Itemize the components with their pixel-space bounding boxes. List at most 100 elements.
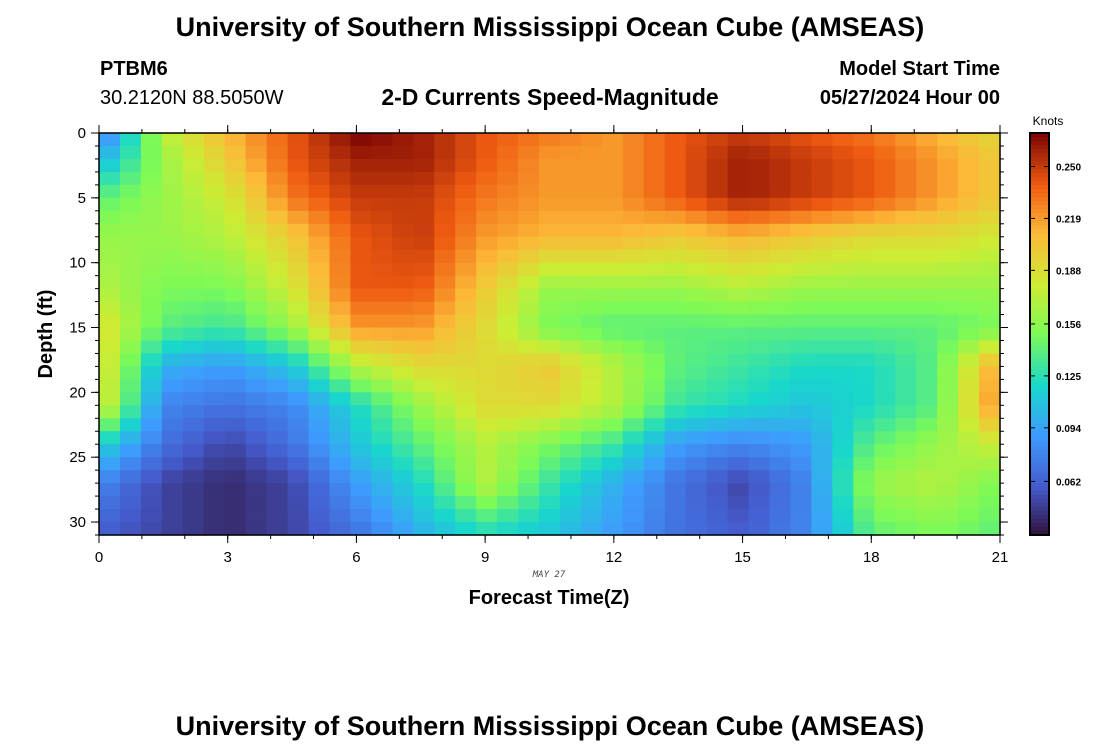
- heatmap-cell: [140, 275, 163, 290]
- heatmap-cell: [161, 249, 184, 264]
- heatmap-cell: [518, 457, 540, 471]
- heatmap-cell: [979, 444, 1001, 458]
- heatmap-cell: [266, 236, 289, 251]
- colorbar-segment: [1030, 526, 1049, 532]
- heatmap-cell: [224, 236, 247, 251]
- heatmap-cell: [937, 392, 959, 406]
- heatmap-cell: [392, 483, 414, 497]
- heatmap-cell: [790, 327, 813, 342]
- heatmap-cell: [601, 379, 624, 393]
- heatmap-cell: [622, 431, 645, 445]
- y-axis: 0 5 10 15 20 25 30: [69, 125, 1008, 536]
- heatmap-cell: [748, 184, 771, 199]
- heatmap-cell: [769, 509, 792, 523]
- heatmap-cell: [706, 470, 729, 484]
- heatmap-cell: [287, 392, 310, 406]
- heatmap-cell: [497, 379, 519, 393]
- heatmap-cell: [266, 327, 289, 342]
- heatmap-cell: [769, 392, 792, 406]
- heatmap-cell: [853, 496, 875, 510]
- heatmap-cell: [182, 496, 205, 510]
- heatmap-cell: [161, 158, 184, 173]
- heatmap-cell: [497, 145, 519, 160]
- heatmap-cell: [434, 405, 456, 419]
- heatmap-cell: [769, 327, 792, 342]
- heatmap-cell: [685, 288, 708, 303]
- heatmap-cell: [664, 262, 687, 277]
- heatmap-cell: [350, 366, 372, 380]
- heatmap-cell: [497, 184, 519, 199]
- heatmap-cell: [685, 392, 708, 406]
- heatmap-cell: [622, 197, 645, 212]
- heatmap-cell: [853, 197, 875, 212]
- heatmap-cell: [748, 197, 771, 212]
- y-tick-label: 10: [69, 255, 86, 272]
- heatmap-cell: [329, 392, 352, 406]
- y-tick-label: 0: [78, 125, 86, 142]
- heatmap-cell: [455, 392, 477, 406]
- heatmap-cell: [727, 314, 750, 329]
- heatmap-cell: [832, 210, 854, 225]
- heatmap-cell: [287, 158, 310, 173]
- heatmap-cell: [161, 171, 184, 186]
- colorbar-segment: [1030, 269, 1049, 275]
- heatmap-cell: [559, 210, 582, 225]
- heatmap-cell: [350, 288, 372, 303]
- heatmap-cell: [266, 145, 289, 160]
- heatmap-cell: [308, 158, 331, 173]
- heatmap-cell: [895, 210, 917, 225]
- colorbar-segment: [1030, 293, 1049, 299]
- heatmap-cell: [601, 496, 624, 510]
- heatmap-cell: [539, 133, 561, 147]
- heatmap-cell: [643, 366, 666, 380]
- heatmap-cell: [853, 314, 875, 329]
- heatmap-cell: [874, 366, 896, 380]
- heatmap-cell: [413, 483, 435, 497]
- heatmap-cell: [706, 223, 729, 238]
- heatmap-cell: [287, 340, 310, 355]
- heatmap-cell: [203, 262, 226, 277]
- heatmap-cell: [685, 483, 708, 497]
- heatmap-cell: [245, 262, 268, 277]
- heatmap-cell: [895, 314, 917, 329]
- heatmap-cell: [455, 327, 477, 342]
- heatmap-cell: [685, 431, 708, 445]
- heatmap-cell: [622, 418, 645, 432]
- colorbar-segment: [1030, 313, 1049, 319]
- heatmap-cell: [266, 496, 289, 510]
- heatmap-cell: [958, 509, 980, 523]
- station-location: 30.2120N 88.5050W: [100, 87, 284, 109]
- heatmap-cell: [643, 418, 666, 432]
- heatmap-cell: [580, 431, 603, 445]
- heatmap-cell: [497, 288, 519, 303]
- heatmap-cell: [559, 509, 582, 523]
- heatmap-cell: [224, 158, 247, 173]
- heatmap-cell: [350, 197, 372, 212]
- heatmap-cell: [580, 457, 603, 471]
- heatmap-cell: [497, 314, 519, 329]
- heatmap-cell: [99, 236, 121, 251]
- heatmap-cell: [685, 379, 708, 393]
- colorbar-segment: [1030, 446, 1049, 452]
- heatmap-cell: [161, 210, 184, 225]
- heatmap-cell: [580, 145, 603, 160]
- heatmap-cell: [182, 457, 205, 471]
- heatmap-cell: [413, 210, 435, 225]
- heatmap-cell: [308, 236, 331, 251]
- colorbar-segment: [1030, 486, 1049, 492]
- heatmap-cell: [979, 314, 1001, 329]
- heatmap-cell: [916, 158, 938, 173]
- heatmap-cell: [580, 366, 603, 380]
- heatmap-cell: [350, 236, 372, 251]
- heatmap-cell: [287, 288, 310, 303]
- heatmap-cell: [119, 431, 142, 445]
- heatmap-cell: [308, 145, 331, 160]
- heatmap-cell: [308, 444, 331, 458]
- heatmap-cell: [937, 301, 959, 316]
- heatmap-cell: [811, 133, 833, 147]
- heatmap-cell: [224, 184, 247, 199]
- heatmap-cell: [497, 418, 519, 432]
- heatmap-cell: [601, 392, 624, 406]
- heatmap-cell: [958, 496, 980, 510]
- heatmap-cell: [643, 314, 666, 329]
